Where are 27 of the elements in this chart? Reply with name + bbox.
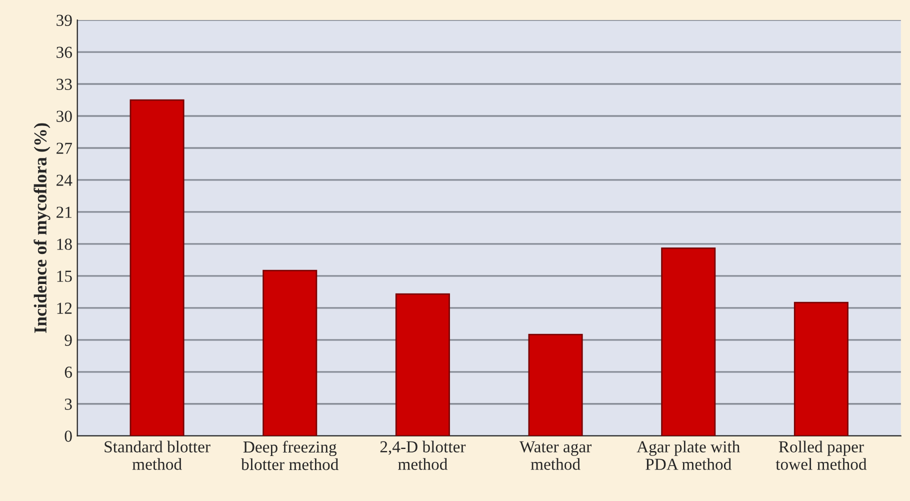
- y-axis-title: Incidence of mycoflora (%): [34, 123, 50, 333]
- x-tick-label: Agar plate with PDA method: [636, 440, 740, 470]
- y-tick-label: 6: [64, 366, 72, 378]
- y-tick-label: 12: [57, 302, 72, 314]
- bar: [395, 293, 450, 436]
- y-tick-label: 27: [56, 142, 72, 154]
- bar: [262, 270, 318, 436]
- x-tick-label: Deep freezing blotter method: [241, 440, 339, 470]
- bar: [528, 334, 583, 436]
- x-tick-label: Water agar method: [519, 441, 592, 470]
- bar: [661, 248, 716, 436]
- x-tick-label: 2,4-D blotter method: [380, 440, 466, 470]
- y-tick-label: 9: [64, 334, 72, 346]
- y-tick-label: 21: [56, 206, 72, 218]
- y-tick-label: 30: [56, 110, 72, 122]
- bar: [130, 99, 184, 436]
- y-tick-label: 3: [64, 398, 72, 410]
- y-tick-label: 15: [57, 270, 72, 282]
- y-tick-label: 39: [56, 14, 72, 26]
- x-tick-label: Standard blotter method: [104, 440, 210, 470]
- y-tick-label: 24: [56, 174, 72, 186]
- y-tick-label: 0: [64, 430, 72, 442]
- y-tick-label: 36: [56, 46, 72, 58]
- x-tick-label: Rolled paper towel method: [776, 440, 867, 470]
- y-tick-label: 33: [56, 78, 72, 90]
- bar: [794, 302, 848, 436]
- y-tick-label: 18: [57, 238, 72, 250]
